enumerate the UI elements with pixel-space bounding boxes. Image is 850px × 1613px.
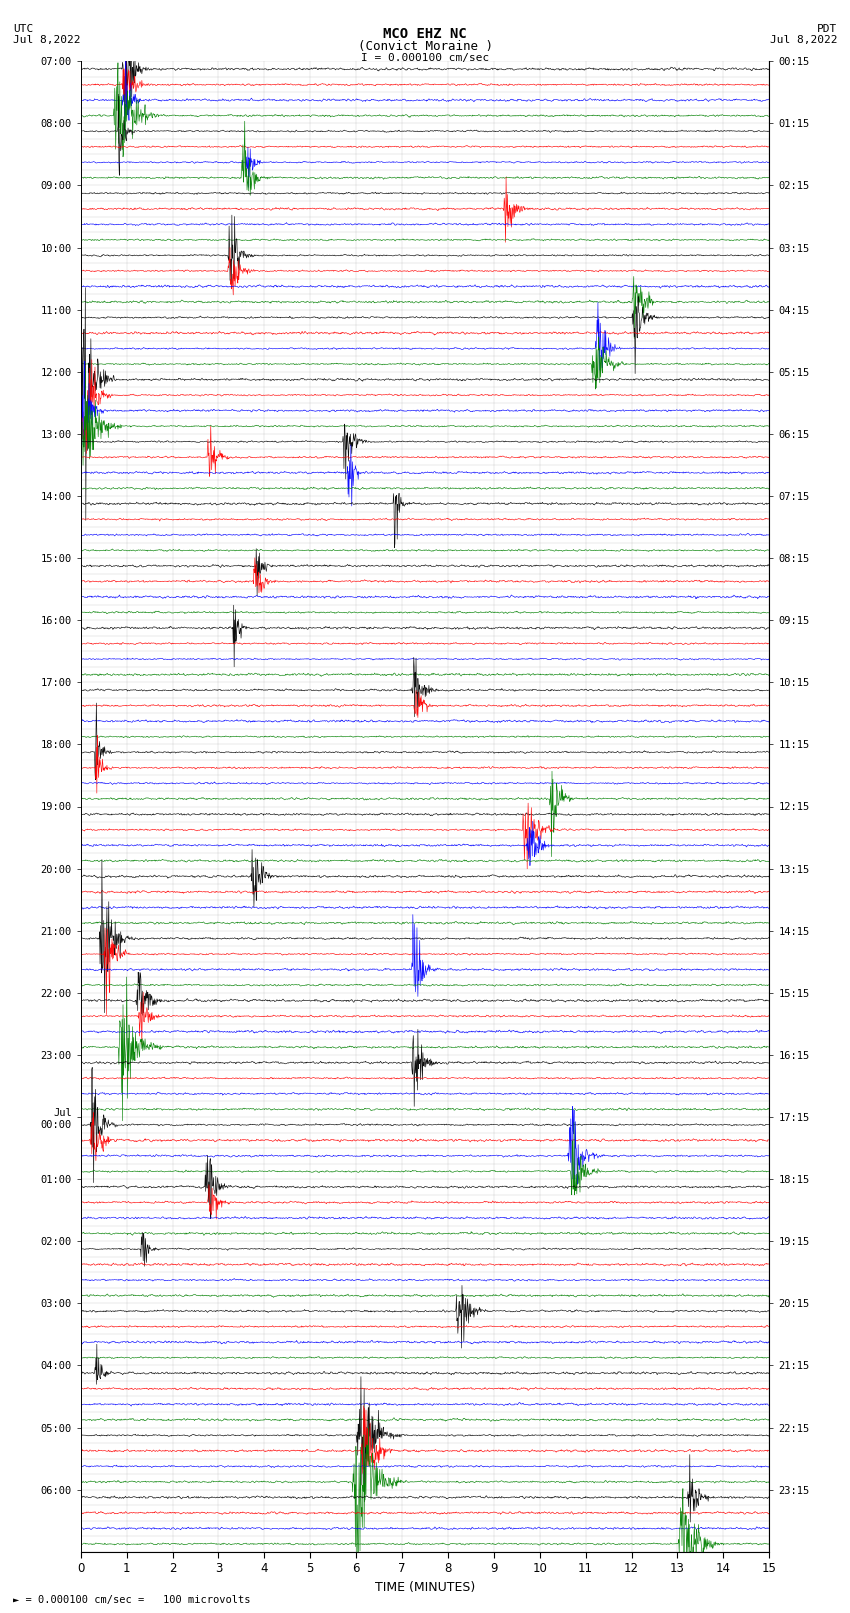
Text: (Convict Moraine ): (Convict Moraine ): [358, 40, 492, 53]
Text: ► = 0.000100 cm/sec =   100 microvolts: ► = 0.000100 cm/sec = 100 microvolts: [13, 1595, 250, 1605]
Text: I = 0.000100 cm/sec: I = 0.000100 cm/sec: [361, 53, 489, 63]
Text: PDT: PDT: [817, 24, 837, 34]
Text: Jul 8,2022: Jul 8,2022: [770, 35, 837, 45]
X-axis label: TIME (MINUTES): TIME (MINUTES): [375, 1581, 475, 1594]
Text: UTC: UTC: [13, 24, 33, 34]
Text: Jul 8,2022: Jul 8,2022: [13, 35, 80, 45]
Text: MCO EHZ NC: MCO EHZ NC: [383, 27, 467, 42]
